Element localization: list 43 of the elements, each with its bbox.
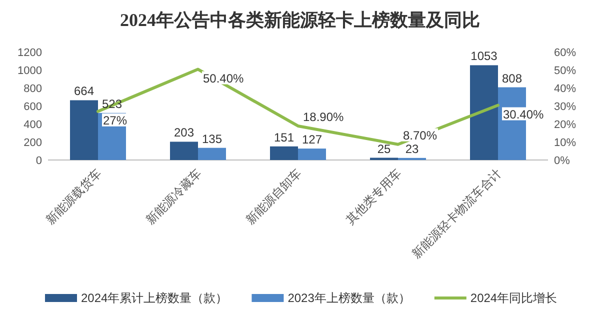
y-tick-label: 200 [24,137,42,149]
y-tick-label: 1000 [18,65,42,77]
data-label: 50.40% [203,71,244,86]
data-label: 808 [502,71,522,86]
bar [470,65,498,160]
bar [270,146,298,160]
chart-title: 2024年公告中各类新能源轻卡上榜数量及同比 [120,10,480,30]
data-label: 25 [377,142,391,156]
data-label: 664 [74,84,94,98]
legend-label: 2024年同比增长 [470,291,558,305]
x-tick-label: 其他类专用车 [343,166,404,228]
y-tick-label: 400 [24,119,42,131]
y-tick-label: 1200 [18,47,42,59]
y2-tick-label: 10% [554,137,576,149]
data-label: 151 [274,130,294,144]
data-label: 203 [174,126,194,140]
x-tick-label: 新能源自卸车 [243,166,304,228]
data-label: 1053 [470,49,498,64]
x-tick-label: 新能源冷藏车 [143,166,204,228]
bar [198,148,226,160]
x-tick-label: 新能源轻卡物流车合计 [409,166,504,261]
data-label: 23 [405,142,419,156]
data-label: 30.40% [503,107,544,122]
y2-tick-label: 60% [554,47,576,59]
legend-label: 2023年上榜数量（款） [288,291,410,305]
bar [170,142,198,160]
y-tick-label: 0 [36,155,42,167]
x-tick-label: 新能源载货车 [43,166,104,228]
y2-tick-label: 20% [554,119,576,131]
data-label: 18.90% [303,110,344,124]
bar [70,100,98,160]
y-tick-label: 600 [24,101,42,113]
data-label: 27% [103,113,128,128]
data-label: 127 [302,132,322,147]
y2-tick-label: 50% [554,65,576,77]
y-tick-label: 800 [24,83,42,95]
data-label: 135 [202,132,222,146]
bar [298,148,326,160]
y2-tick-label: 0% [554,155,570,167]
data-label: 8.70% [403,128,438,142]
y2-tick-label: 30% [554,101,576,113]
y2-tick-label: 40% [554,83,576,95]
legend-label: 2024年累计上榜数量（款） [81,291,228,305]
